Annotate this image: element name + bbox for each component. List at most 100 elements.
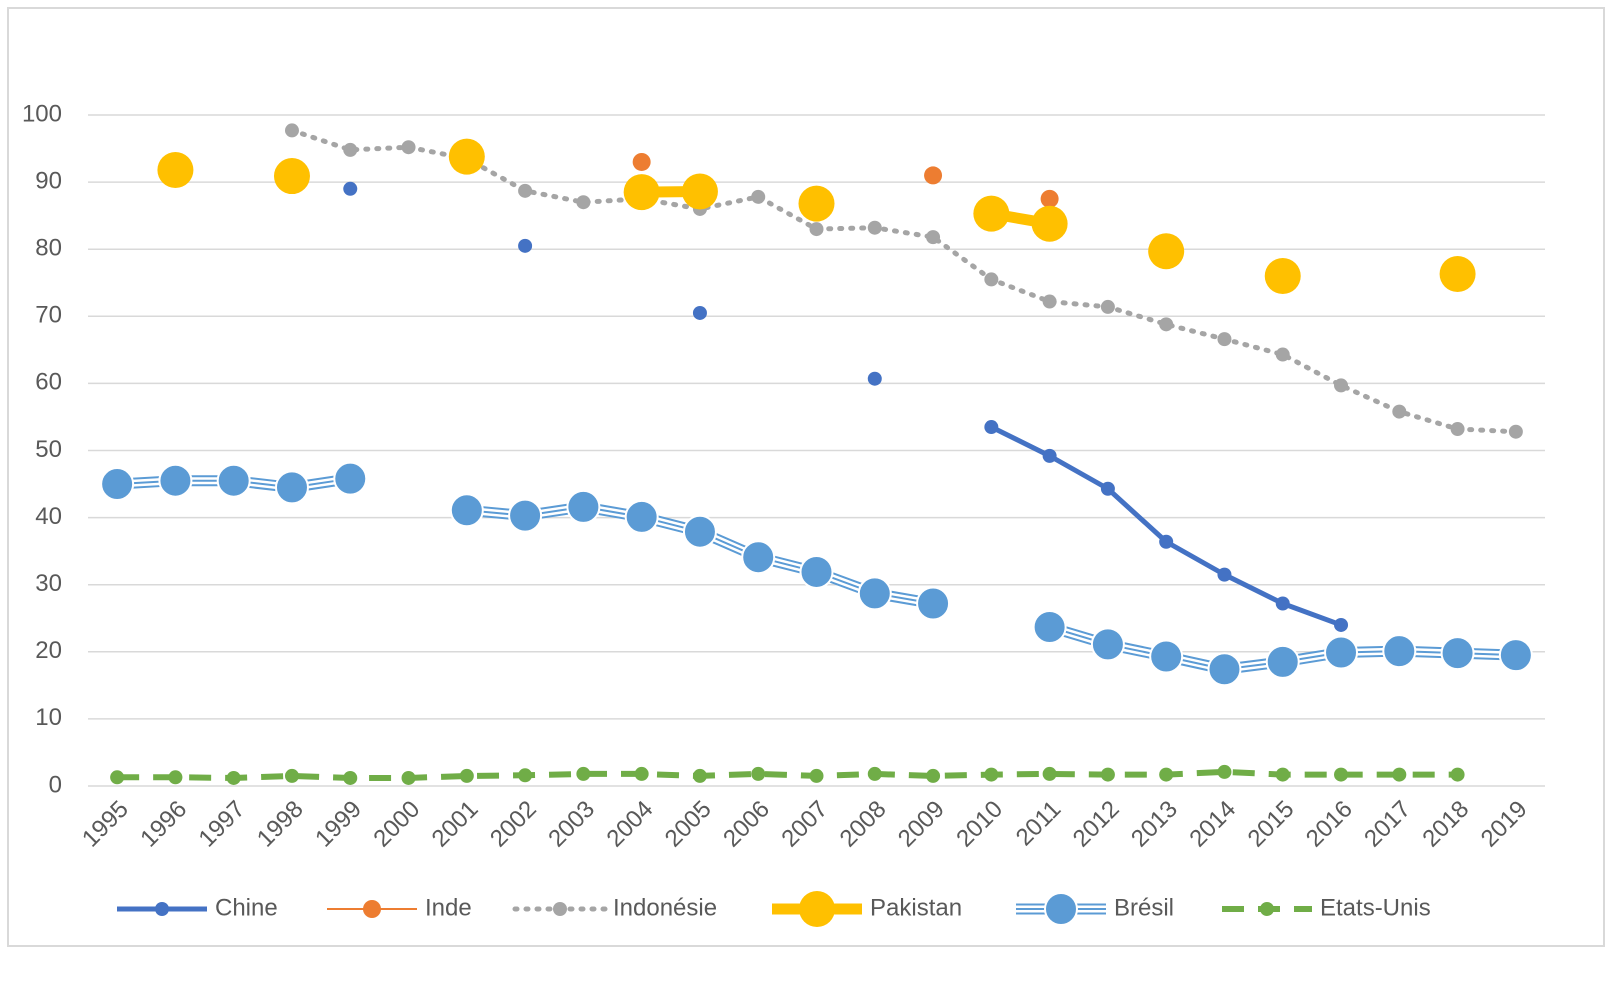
legend-label: Chine [215, 894, 278, 921]
data-point [681, 173, 718, 210]
y-tick-label: 50 [35, 436, 62, 463]
y-tick-label: 30 [35, 570, 62, 597]
data-point [333, 461, 368, 496]
data-point [1032, 609, 1067, 644]
data-point [682, 514, 717, 549]
data-point [1439, 256, 1476, 293]
legend-marker [363, 900, 381, 918]
data-point [1159, 534, 1174, 549]
legend-item: Etats-Unis [1222, 894, 1431, 921]
data-point [518, 183, 533, 198]
data-point [741, 540, 776, 575]
data-point [798, 185, 835, 222]
data-point [1217, 764, 1232, 779]
data-point [343, 142, 358, 157]
legend-item: Inde [327, 894, 472, 921]
data-point [867, 371, 882, 386]
data-point [1450, 767, 1465, 782]
series [110, 764, 1465, 785]
data-point [1100, 767, 1115, 782]
data-point [449, 493, 484, 528]
data-point [1100, 481, 1115, 496]
data-point [751, 189, 766, 204]
legend-marker [553, 902, 567, 916]
data-point [1159, 767, 1174, 782]
legend-marker [799, 891, 835, 927]
data-point [1324, 635, 1359, 670]
legend-label: Brésil [1114, 894, 1174, 921]
legend-item: Pakistan [772, 891, 962, 927]
data-point [1159, 317, 1174, 332]
data-point [401, 770, 416, 785]
data-point [110, 770, 125, 785]
data-point [216, 463, 251, 498]
data-point [632, 152, 651, 171]
y-tick-label: 20 [35, 637, 62, 664]
data-point [100, 467, 135, 502]
data-point [1149, 639, 1184, 674]
series [343, 181, 1349, 632]
data-point [926, 768, 941, 783]
data-point [401, 140, 416, 155]
data-point [1392, 767, 1407, 782]
data-point [459, 768, 474, 783]
legend-item: Brésil [1016, 892, 1174, 926]
series [157, 138, 1476, 295]
legend-marker [155, 902, 169, 916]
data-point [924, 166, 943, 185]
legend-label: Pakistan [870, 894, 962, 921]
data-point [973, 195, 1010, 232]
data-point [624, 499, 659, 534]
data-point [518, 238, 533, 253]
data-point [1042, 294, 1057, 309]
data-point [518, 768, 533, 783]
data-point [1148, 233, 1185, 270]
data-point [623, 174, 660, 211]
data-point [1440, 636, 1475, 671]
data-point [751, 766, 766, 781]
data-point [448, 138, 485, 175]
data-point [1334, 767, 1349, 782]
data-point [508, 498, 543, 533]
data-point [692, 305, 707, 320]
data-point [1275, 347, 1290, 362]
data-point [284, 123, 299, 138]
data-point [273, 158, 310, 195]
data-point [157, 152, 194, 189]
data-point [274, 470, 309, 505]
legend-marker [1260, 902, 1274, 916]
legend-marker [1044, 892, 1078, 926]
data-point [1382, 634, 1417, 669]
data-point [1334, 617, 1349, 632]
data-point [809, 768, 824, 783]
data-point [343, 770, 358, 785]
data-point [1450, 422, 1465, 437]
y-tick-label: 40 [35, 503, 62, 530]
y-tick-label: 0 [49, 771, 62, 798]
data-point [1275, 767, 1290, 782]
data-point [867, 220, 882, 235]
data-point [1031, 205, 1068, 242]
data-point [576, 195, 591, 210]
data-point [867, 766, 882, 781]
data-point [857, 576, 892, 611]
legend-label: Etats-Unis [1320, 894, 1431, 921]
data-point [1265, 644, 1300, 679]
legend-item: Indonésie [512, 894, 717, 921]
data-point [1334, 378, 1349, 393]
data-point [1207, 652, 1242, 687]
data-point [984, 272, 999, 287]
data-point [1040, 189, 1059, 208]
data-point [984, 420, 999, 435]
series-line [117, 768, 1458, 781]
legend-label: Inde [425, 894, 472, 921]
data-point [1100, 299, 1115, 314]
data-point [799, 554, 834, 589]
legend-item: Chine [117, 894, 278, 921]
y-tick-label: 80 [35, 235, 62, 262]
data-point [1042, 766, 1057, 781]
data-point [1042, 448, 1057, 463]
data-point [226, 770, 241, 785]
data-point [566, 489, 601, 524]
